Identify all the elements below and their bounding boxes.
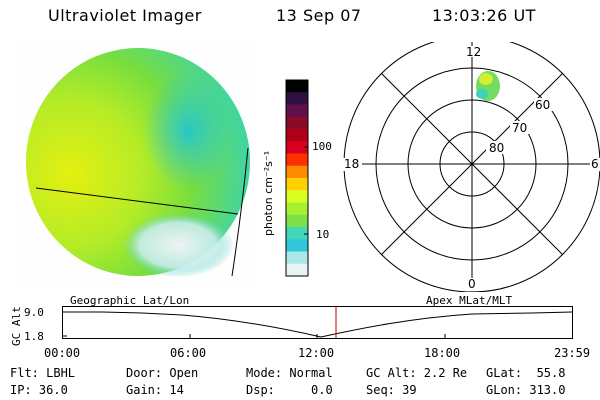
timeline-frame bbox=[62, 306, 573, 339]
timeline-xtick-1200: 12:00 bbox=[298, 346, 335, 360]
colorbar-band bbox=[286, 141, 308, 154]
status-gain: Gain: 14 bbox=[126, 383, 184, 397]
date-label: 13 Sep 07 bbox=[276, 6, 362, 25]
polar-diagonal-2 bbox=[380, 72, 564, 256]
timeline-xtick-0600: 06:00 bbox=[170, 346, 207, 360]
mlt-label-18: 18 bbox=[344, 157, 359, 171]
status-filter: Flt: LBHL bbox=[10, 366, 76, 380]
timeline-right-title: Apex MLat/MLT bbox=[426, 294, 513, 307]
timeline-ylabel: GC Alt bbox=[10, 306, 23, 346]
colorbar-band bbox=[286, 202, 308, 216]
timeline-ytick-9: 9.0 bbox=[24, 306, 44, 319]
colorbar: photon cm⁻²s⁻¹ bbox=[262, 79, 309, 277]
colorbar-band bbox=[286, 239, 308, 252]
status-gc-alt: GC Alt: 2.2 Re bbox=[366, 366, 468, 380]
altitude-timeline bbox=[62, 306, 573, 339]
status-seq: Seq: 39 bbox=[366, 383, 417, 397]
status-ip: IP: 36.0 bbox=[10, 383, 68, 397]
colorbar-band bbox=[286, 80, 308, 93]
lat-label-60: 60 bbox=[535, 98, 550, 112]
auroral-blob bbox=[476, 71, 500, 101]
mlt-label-6: 6 bbox=[591, 157, 599, 171]
status-mode: Mode: Normal bbox=[246, 366, 333, 380]
terminator-line bbox=[231, 147, 249, 277]
timeline-xtick-1800: 18:00 bbox=[424, 346, 461, 360]
colorbar-label: photon cm⁻²s⁻¹ bbox=[262, 151, 275, 236]
time-label: 13:03:26 UT bbox=[432, 6, 536, 25]
colorbar-band bbox=[286, 263, 308, 277]
timeline-xtick-2359: 23:59 bbox=[554, 346, 591, 360]
earth-disk bbox=[26, 48, 250, 277]
timeline-ytick-1-8: 1.8 bbox=[24, 330, 44, 343]
status-door: Door: Open bbox=[126, 366, 199, 380]
polar-plot: 12 18 6 0 60 70 80 bbox=[342, 42, 600, 292]
colorbar-band bbox=[286, 104, 308, 118]
colorbar-band bbox=[286, 214, 308, 228]
auroral-image-panel bbox=[26, 48, 250, 277]
mlt-label-12: 12 bbox=[466, 45, 481, 59]
status-glon: GLon: 313.0 bbox=[486, 383, 566, 397]
mlt-label-0: 0 bbox=[468, 277, 476, 291]
colorbar-band bbox=[286, 251, 308, 265]
colorbar-band bbox=[286, 129, 308, 142]
status-glat: GLat: 55.8 bbox=[486, 366, 566, 380]
colorbar-band bbox=[286, 153, 308, 167]
altitude-curve bbox=[63, 311, 573, 338]
timeline-xtick-0000: 00:00 bbox=[44, 346, 81, 360]
timeline-left-title: Geographic Lat/Lon bbox=[70, 294, 190, 307]
lat-label-80: 80 bbox=[489, 141, 504, 155]
colorbar-band bbox=[286, 190, 308, 203]
orbit-track-line bbox=[35, 187, 239, 215]
colorbar-band bbox=[286, 178, 308, 191]
lat-label-70: 70 bbox=[512, 121, 527, 135]
colorbar-band bbox=[286, 92, 308, 105]
colorbar-band bbox=[286, 227, 308, 240]
colorbar-scale bbox=[286, 80, 308, 277]
status-dsp: Dsp: 0.0 bbox=[246, 383, 333, 397]
colorbar-tick-label-100: 100 bbox=[312, 140, 332, 153]
colorbar-tick-label-10: 10 bbox=[316, 228, 330, 241]
colorbar-frame bbox=[285, 79, 309, 277]
colorbar-band bbox=[286, 165, 308, 179]
instrument-title: Ultraviolet Imager bbox=[48, 6, 202, 25]
colorbar-band bbox=[286, 116, 308, 130]
